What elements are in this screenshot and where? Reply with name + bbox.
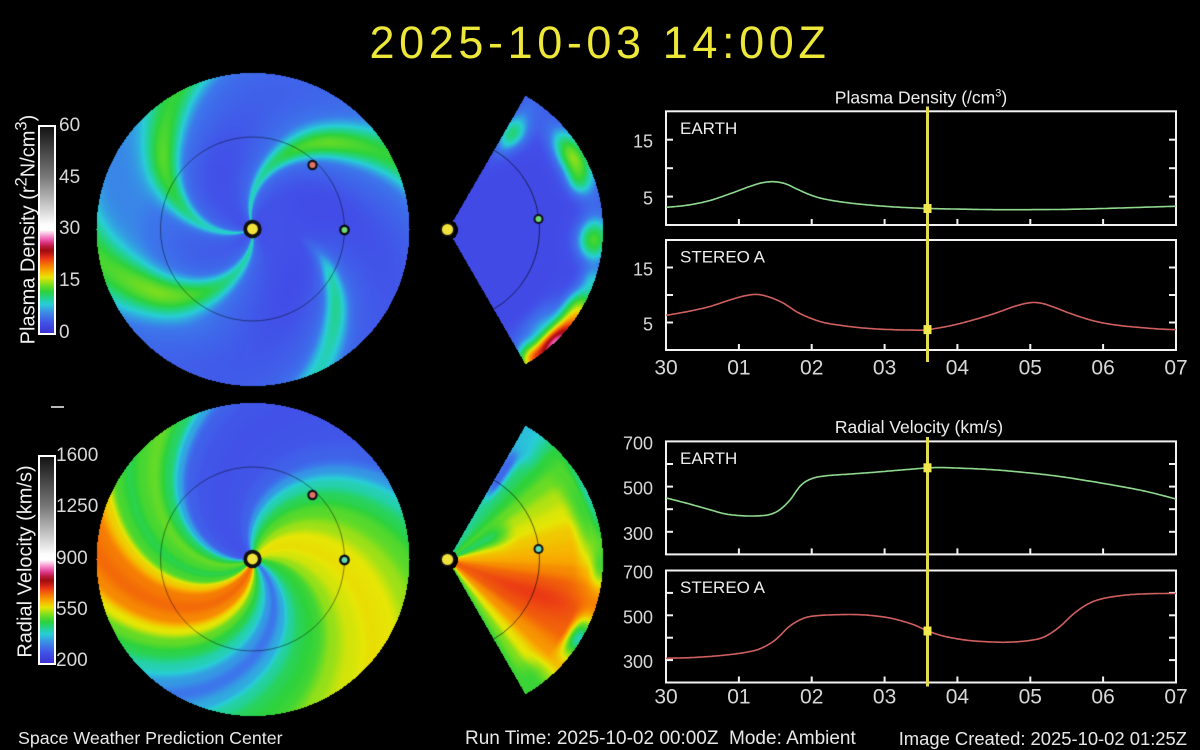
svg-text:700: 700 bbox=[623, 433, 653, 453]
svg-text:15: 15 bbox=[633, 132, 653, 152]
svg-text:30: 30 bbox=[654, 686, 677, 709]
svg-text:02: 02 bbox=[800, 686, 823, 709]
svg-text:500: 500 bbox=[623, 479, 653, 499]
svg-text:05: 05 bbox=[1019, 357, 1042, 380]
svg-text:300: 300 bbox=[623, 652, 653, 672]
svg-text:30: 30 bbox=[654, 357, 677, 380]
svg-text:Radial Velocity (km/s): Radial Velocity (km/s) bbox=[835, 417, 1003, 437]
svg-text:5: 5 bbox=[643, 315, 653, 335]
svg-text:02: 02 bbox=[800, 357, 823, 380]
svg-text:5: 5 bbox=[643, 189, 653, 209]
svg-text:06: 06 bbox=[1091, 357, 1114, 380]
svg-text:500: 500 bbox=[623, 607, 653, 627]
svg-text:03: 03 bbox=[873, 357, 896, 380]
svg-text:06: 06 bbox=[1091, 686, 1114, 709]
svg-text:04: 04 bbox=[946, 686, 970, 709]
svg-text:700: 700 bbox=[623, 563, 653, 583]
svg-text:Plasma Density (/cm3): Plasma Density (/cm3) bbox=[835, 88, 1007, 108]
svg-text:STEREO A: STEREO A bbox=[680, 578, 766, 597]
svg-text:EARTH: EARTH bbox=[680, 449, 737, 468]
svg-text:05: 05 bbox=[1019, 686, 1042, 709]
svg-text:15: 15 bbox=[633, 260, 653, 280]
svg-text:EARTH: EARTH bbox=[680, 119, 737, 138]
svg-text:01: 01 bbox=[727, 357, 750, 380]
svg-text:STEREO A: STEREO A bbox=[680, 248, 766, 267]
svg-text:01: 01 bbox=[727, 686, 750, 709]
svg-text:300: 300 bbox=[623, 524, 653, 544]
svg-text:03: 03 bbox=[873, 686, 896, 709]
svg-text:07: 07 bbox=[1164, 357, 1187, 380]
svg-text:04: 04 bbox=[946, 357, 970, 380]
svg-text:07: 07 bbox=[1164, 686, 1187, 709]
